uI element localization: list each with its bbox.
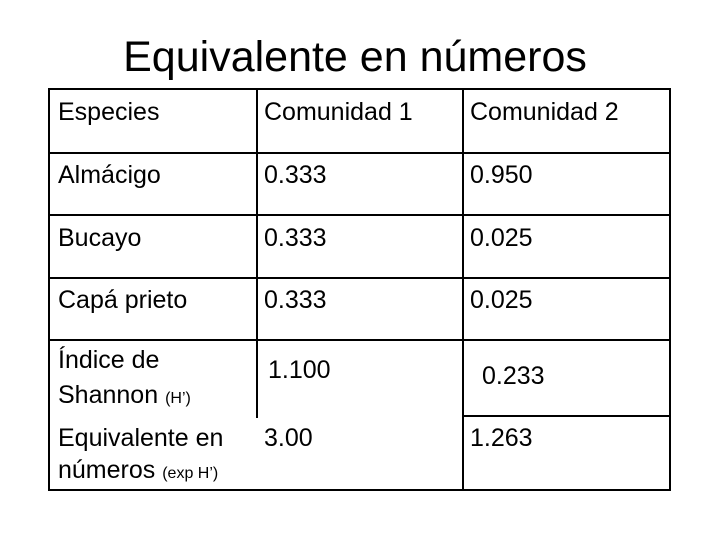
equivalent-label-suffix: (exp H’) — [162, 465, 219, 482]
row-divider — [50, 339, 669, 341]
col-divider — [256, 90, 258, 418]
species-name: Bucayo — [58, 224, 142, 252]
equivalent-value-community-1: 3.00 — [264, 424, 313, 452]
value-community-1: 0.333 — [264, 286, 327, 314]
value-community-2: 0.950 — [470, 161, 533, 189]
shannon-label-line2: Shannon (H’) — [58, 380, 191, 414]
value-community-1: 0.333 — [264, 161, 327, 189]
row-divider-partial — [462, 415, 671, 417]
species-name: Capá prieto — [58, 286, 188, 314]
value-community-2: 0.025 — [470, 224, 533, 252]
value-community-2: 0.025 — [470, 286, 533, 314]
shannon-value-community-1: 1.100 — [268, 356, 331, 384]
species-name: Almácigo — [58, 161, 161, 189]
shannon-value-community-2: 0.233 — [482, 362, 545, 390]
data-table: Especies Comunidad 1 Comunidad 2 Almácig… — [48, 88, 671, 491]
page-title: Equivalente en números — [123, 33, 587, 81]
row-divider — [50, 152, 669, 154]
equivalent-label-line1: Equivalente en — [58, 424, 224, 452]
header-community-2: Comunidad 2 — [470, 98, 619, 126]
col-divider — [462, 90, 464, 491]
row-divider — [50, 277, 669, 279]
shannon-label-text: Shannon — [58, 381, 159, 409]
row-divider — [50, 214, 669, 216]
equivalent-label-text: números — [58, 456, 156, 484]
header-species: Especies — [58, 98, 160, 126]
shannon-label-suffix: (H’) — [165, 390, 191, 407]
equivalent-label-line2: números (exp H’) — [58, 455, 218, 489]
header-community-1: Comunidad 1 — [264, 98, 413, 126]
equivalent-value-community-2: 1.263 — [470, 424, 533, 452]
value-community-1: 0.333 — [264, 224, 327, 252]
shannon-label-line1: Índice de — [58, 346, 160, 374]
